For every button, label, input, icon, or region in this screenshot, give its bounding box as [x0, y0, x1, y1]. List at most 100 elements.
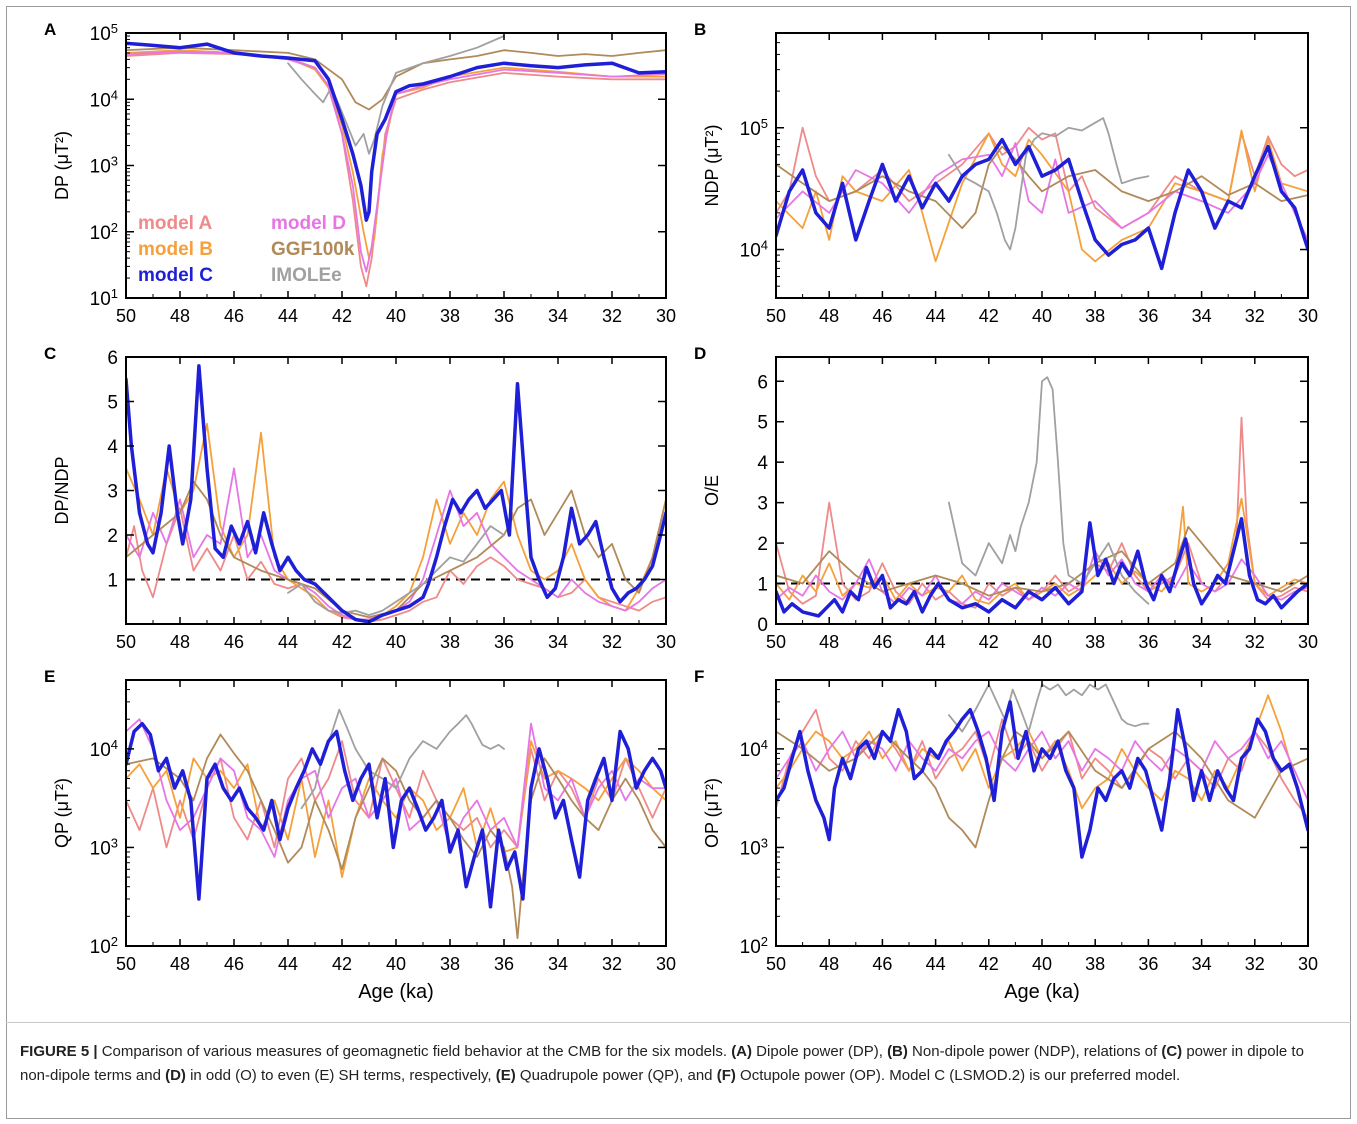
y-tick-base: 3 — [107, 482, 118, 503]
series-group — [126, 35, 666, 288]
x-tick-label: 32 — [602, 954, 622, 974]
x-tick-label: 50 — [766, 306, 786, 326]
x-tick-label: 36 — [494, 954, 514, 974]
x-tick-label: 50 — [116, 306, 136, 326]
y-tick-label: 4 — [107, 437, 118, 458]
panel-a: 50 48 46 44 42 40 38 36 34 32 30101102103104105DP … — [44, 20, 676, 326]
x-tick-label: 48 — [819, 306, 839, 326]
caption-part: (E) — [495, 1067, 516, 1084]
x-tick-label: 34 — [548, 954, 568, 974]
caption-part: (A) — [731, 1043, 753, 1060]
series-line-model-b — [776, 129, 1308, 263]
panel-letter: A — [44, 20, 56, 39]
y-tick-exponent: 2 — [111, 934, 118, 949]
series-line-model-c — [776, 517, 1308, 618]
y-tick-label: 1 — [757, 575, 768, 596]
y-tick-exponent: 4 — [111, 736, 118, 751]
x-tick-label: 46 — [224, 306, 244, 326]
series-line-model-d — [776, 730, 1308, 802]
y-tick-exponent: 1 — [111, 286, 118, 301]
y-tick-label: 6 — [757, 372, 768, 393]
x-tick-label: 30 — [656, 632, 676, 652]
legend-entry: model B — [138, 239, 213, 260]
x-tick-label: 40 — [386, 306, 406, 326]
series-line-model-d — [126, 50, 666, 273]
caption-part: Comparison of various measures of geomag… — [101, 1043, 732, 1060]
series-group — [776, 683, 1308, 859]
x-tick-label: 40 — [386, 954, 406, 974]
y-tick-label: 102 — [90, 934, 118, 959]
x-tick-label: 38 — [440, 954, 460, 974]
panel-letter: B — [694, 20, 706, 39]
caption-part: power in dipole to non-dipole terms and — [20, 1043, 1304, 1084]
x-tick-label: 48 — [819, 954, 839, 974]
x-tick-label: 34 — [1192, 954, 1212, 974]
caption-part: Non-dipole power (NDP), relations of — [907, 1043, 1162, 1060]
x-tick-label: 48 — [819, 632, 839, 652]
x-tick-label: 40 — [386, 632, 406, 652]
x-tick-label: 40 — [1032, 632, 1052, 652]
y-tick-base: 1 — [107, 571, 118, 592]
y-tick-label: 6 — [107, 348, 118, 369]
y-tick-label: 3 — [107, 482, 118, 503]
x-tick-label: 30 — [1298, 632, 1318, 652]
caption-body: Comparison of various measures of geomag… — [20, 1043, 1304, 1084]
y-tick-label: 2 — [757, 534, 768, 555]
series-line-model-c — [126, 721, 666, 909]
series-line-model-c — [126, 364, 666, 624]
y-tick-label: 105 — [90, 21, 118, 46]
y-tick-base: 10 — [740, 740, 761, 761]
y-tick-base: 0 — [757, 615, 768, 636]
series-line-imolee — [300, 708, 505, 810]
x-tick-label: 50 — [116, 632, 136, 652]
y-axis-label: NDP (μT²) — [702, 124, 722, 206]
y-axis-label: O/E — [702, 475, 722, 506]
plot-frame — [775, 32, 1309, 299]
x-tick-label: 46 — [872, 954, 892, 974]
caption-part: (C) — [1161, 1043, 1183, 1060]
panel-letter: F — [694, 667, 704, 686]
y-tick-base: 10 — [90, 838, 111, 859]
y-tick-label: 103 — [90, 835, 118, 860]
x-tick-label: 46 — [872, 632, 892, 652]
panel-letter: D — [694, 344, 706, 363]
x-tick-label: 50 — [766, 632, 786, 652]
series-line-ggf100k — [126, 46, 666, 111]
y-tick-exponent: 5 — [761, 115, 768, 130]
x-tick-label: 34 — [1192, 306, 1212, 326]
series-line-model-d — [126, 467, 666, 621]
y-tick-base: 10 — [740, 241, 761, 262]
y-tick-base: 10 — [90, 740, 111, 761]
plot-frame — [125, 356, 667, 625]
x-tick-label: 32 — [602, 306, 622, 326]
x-tick-label: 44 — [926, 954, 946, 974]
x-tick-label: 44 — [926, 632, 946, 652]
series-line-model-a — [126, 507, 666, 623]
y-axis-label: DP/NDP — [52, 456, 72, 524]
y-tick-base: 10 — [90, 937, 111, 958]
y-tick-base: 2 — [757, 534, 768, 555]
y-tick-label: 4 — [757, 453, 768, 474]
y-tick-label: 3 — [757, 494, 768, 515]
caption-part: in odd (O) to even (E) SH terms, respect… — [185, 1067, 496, 1084]
y-tick-base: 6 — [757, 372, 768, 393]
x-tick-label: 32 — [1245, 632, 1265, 652]
legend-entry: model D — [271, 213, 346, 234]
y-tick-exponent: 3 — [111, 153, 118, 168]
x-tick-label: 46 — [224, 954, 244, 974]
y-tick-base: 10 — [90, 157, 111, 178]
y-axis-label: QP (μT²) — [52, 778, 72, 848]
y-tick-label: 103 — [90, 153, 118, 178]
x-tick-label: 42 — [979, 306, 999, 326]
y-tick-base: 6 — [107, 348, 118, 369]
caption-part: (D) — [165, 1067, 186, 1084]
series-line-model-b — [126, 422, 666, 621]
y-tick-exponent: 2 — [111, 219, 118, 234]
x-tick-label: 36 — [494, 306, 514, 326]
series-group — [776, 376, 1308, 618]
y-tick-label: 104 — [740, 237, 768, 262]
legend-entry: model A — [138, 213, 213, 234]
series-group — [126, 708, 666, 940]
y-tick-label: 102 — [90, 219, 118, 244]
